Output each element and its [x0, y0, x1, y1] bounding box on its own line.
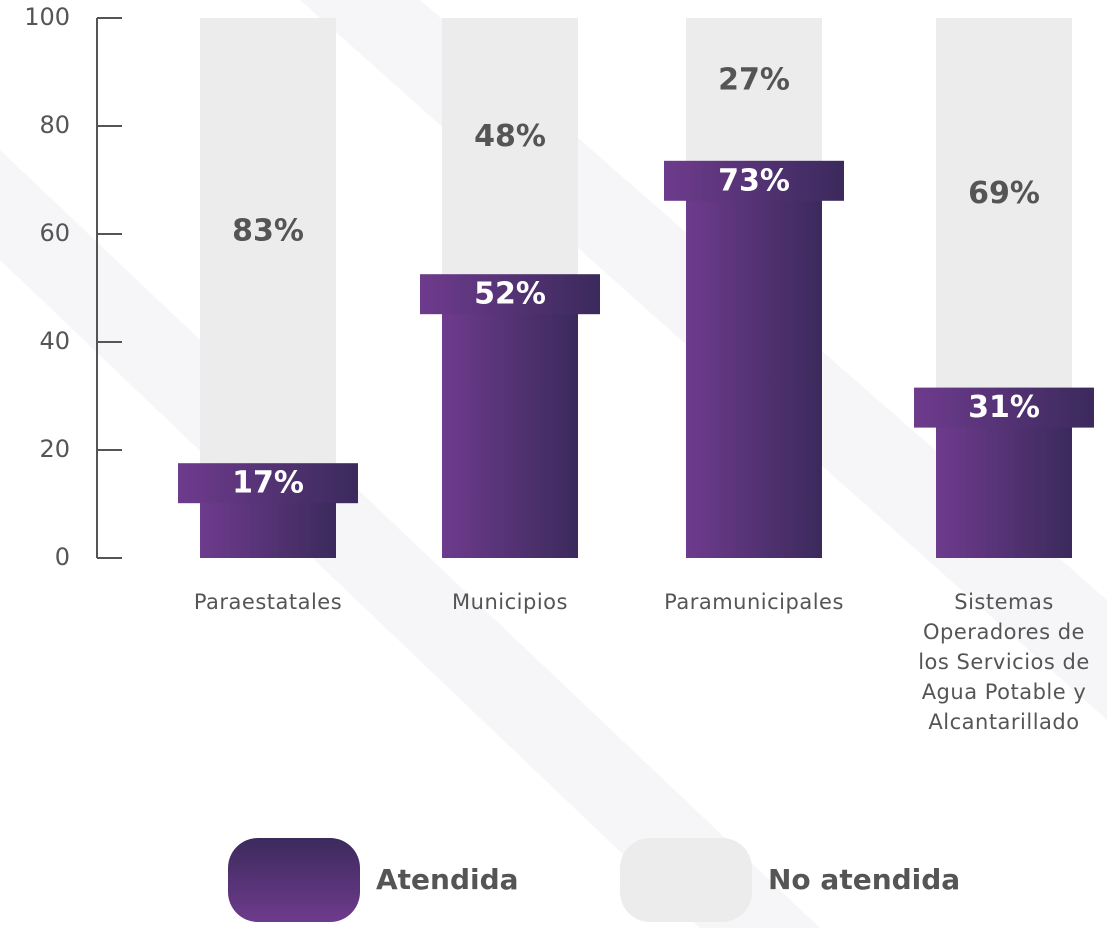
data-label: 48%	[474, 119, 546, 154]
legend-swatch	[620, 838, 752, 922]
x-tick-label: Paramunicipales	[664, 590, 844, 614]
legend-label: Atendida	[376, 863, 519, 896]
data-label: 52%	[474, 277, 546, 312]
bar-segment	[200, 18, 336, 467]
bar-segment	[442, 18, 578, 278]
data-label: 83%	[232, 214, 304, 249]
y-tick-label: 0	[55, 543, 70, 571]
x-tick-label: Paraestatales	[193, 590, 343, 614]
y-tick-label: 60	[39, 219, 70, 247]
data-label: 27%	[718, 62, 790, 97]
y-tick-label: 80	[39, 111, 70, 139]
legend-label: No atendida	[768, 863, 960, 896]
bar-segment	[442, 277, 578, 558]
data-label: 17%	[232, 466, 304, 501]
bar-cap	[178, 463, 358, 504]
y-tick-label: 40	[39, 327, 70, 355]
bar-segment	[686, 163, 822, 559]
x-tick-label: Municipios	[452, 590, 568, 614]
y-tick-label: 100	[24, 3, 70, 31]
data-label: 73%	[718, 163, 790, 198]
bar-cap	[664, 160, 844, 201]
bar-cap	[420, 274, 600, 315]
bar-segment	[686, 18, 822, 164]
y-tick-label: 20	[39, 435, 70, 463]
data-label: 31%	[968, 390, 1040, 425]
bar-cap	[914, 387, 1094, 428]
bar-segment	[936, 18, 1072, 391]
x-tick-label: Sistemas Operadores de los Servicios de …	[918, 590, 1090, 734]
data-label: 69%	[968, 176, 1040, 211]
legend-swatch	[228, 838, 360, 922]
